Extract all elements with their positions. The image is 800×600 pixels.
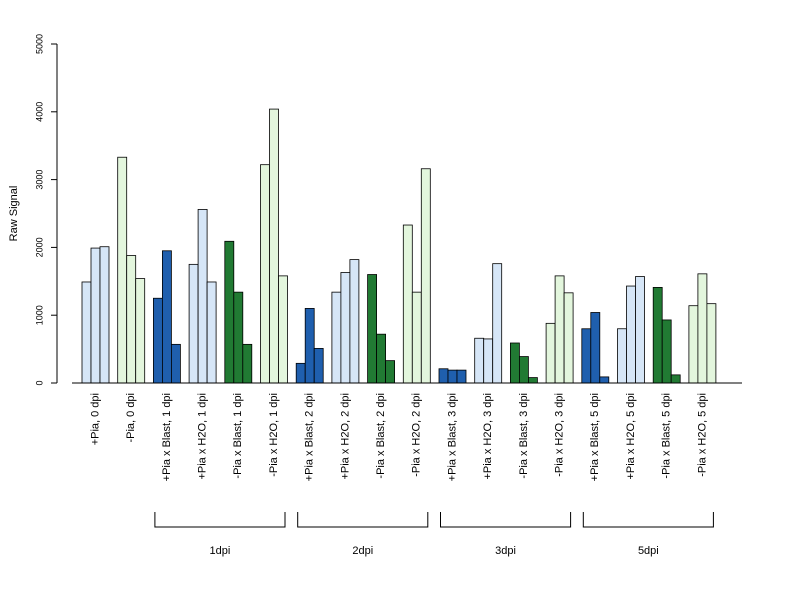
bar <box>519 356 529 384</box>
y-tick-label: 3000 <box>34 170 44 190</box>
y-tick-label: 5000 <box>34 34 44 54</box>
bar <box>295 362 306 384</box>
group-label: 2dpi <box>352 545 373 557</box>
category-label: +Pia x Blast, 2 dpi <box>304 393 316 481</box>
bar <box>474 337 485 384</box>
bar <box>411 291 422 384</box>
y-tick-label: 2000 <box>34 237 44 257</box>
bar <box>367 274 378 384</box>
bar <box>117 156 128 384</box>
bar <box>581 328 592 384</box>
bar <box>420 168 431 384</box>
bar <box>492 263 503 384</box>
y-axis: 0 1000 2000 3000 4000 5000 <box>34 34 58 386</box>
category-label: +Pia x H2O, 1 dpi <box>197 393 209 480</box>
category-label: +Pia x H2O, 5 dpi <box>625 393 637 480</box>
bar <box>260 164 270 384</box>
bar <box>563 292 574 384</box>
y-tick-label: 1000 <box>34 305 44 325</box>
y-axis-title: Raw Signal <box>8 186 20 242</box>
bar <box>152 297 163 384</box>
bar <box>126 255 137 384</box>
category-label: +Pia x Blast, 1 dpi <box>161 393 173 481</box>
bars <box>81 108 717 384</box>
bar <box>331 291 342 384</box>
bar <box>697 273 708 384</box>
group-brackets: 1dpi 2dpi 3dpi 5dpi <box>154 512 714 557</box>
bar <box>456 369 467 384</box>
bar <box>278 275 288 384</box>
category-label: -Pia x H2O, 2 dpi <box>411 393 423 477</box>
bar <box>438 368 449 384</box>
category-label: -Pia x Blast, 5 dpi <box>661 393 673 479</box>
bar <box>376 333 387 384</box>
category-label: -Pia x H2O, 5 dpi <box>696 393 708 477</box>
group-label: 1dpi <box>210 545 231 557</box>
bar <box>135 278 146 384</box>
bar <box>670 374 681 384</box>
group-bracket <box>297 512 429 528</box>
category-label: -Pia x Blast, 3 dpi <box>518 393 530 479</box>
bar <box>652 287 663 384</box>
bar <box>224 240 235 384</box>
y-tick-label: 4000 <box>34 102 44 122</box>
bar <box>706 303 717 384</box>
bar <box>340 272 351 384</box>
group-bracket <box>154 512 286 528</box>
bar <box>483 338 494 384</box>
category-label: -Pia x Blast, 1 dpi <box>232 393 244 479</box>
bar <box>402 224 413 384</box>
bar <box>170 343 181 384</box>
bar <box>349 259 360 384</box>
bar <box>635 276 645 384</box>
category-label: +Pia x Blast, 5 dpi <box>589 393 601 481</box>
group-label: 3dpi <box>495 545 516 557</box>
bar <box>385 360 396 384</box>
bar <box>233 291 244 384</box>
category-label: -Pia x H2O, 1 dpi <box>268 393 280 477</box>
bar <box>188 263 199 384</box>
y-tick-label: 0 <box>34 380 44 385</box>
bar <box>661 319 672 384</box>
bar <box>528 377 538 384</box>
category-label: -Pia x Blast, 2 dpi <box>375 393 387 479</box>
bar <box>617 328 627 384</box>
category-label: +Pia x H2O, 3 dpi <box>482 393 494 480</box>
bar <box>313 348 324 384</box>
category-label: -Pia, 0 dpi <box>125 393 137 443</box>
bar <box>197 209 208 384</box>
bar <box>81 281 92 384</box>
category-labels: +Pia, 0 dpi -Pia, 0 dpi +Pia x Blast, 1 dp… <box>89 393 708 481</box>
group-bracket <box>440 512 572 528</box>
bar <box>545 322 556 384</box>
bar <box>447 369 458 384</box>
bar <box>626 285 636 384</box>
bar <box>90 247 101 384</box>
bar <box>599 376 610 384</box>
category-label: -Pia x H2O, 3 dpi <box>554 393 566 477</box>
bar <box>269 108 279 384</box>
bar <box>509 342 520 384</box>
category-label: +Pia, 0 dpi <box>89 393 101 445</box>
category-label: +Pia x Blast, 3 dpi <box>446 393 458 481</box>
group-label: 5dpi <box>638 545 659 557</box>
bar <box>206 281 217 384</box>
bar <box>688 305 699 384</box>
bar <box>554 275 565 384</box>
bar <box>304 308 315 384</box>
bar <box>242 343 253 384</box>
bar <box>161 250 172 384</box>
category-label: +Pia x H2O, 2 dpi <box>339 393 351 480</box>
bar <box>590 312 601 384</box>
bar <box>99 246 110 384</box>
group-bracket <box>582 512 714 528</box>
